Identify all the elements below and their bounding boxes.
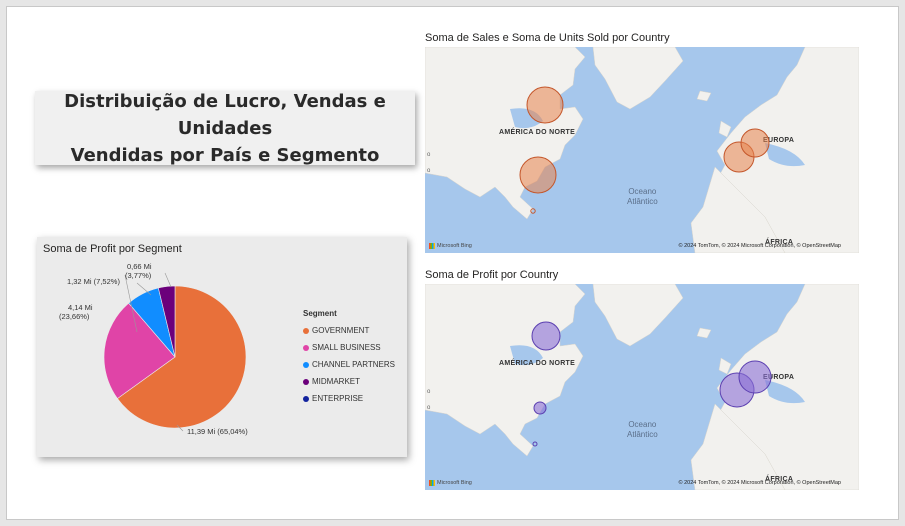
- map2-label-europe: EUROPA: [763, 374, 795, 381]
- pie-label-small-business-value: 4,14 Mi: [68, 303, 93, 312]
- map1-copyright[interactable]: © 2024 TomTom, © 2024 Microsoft Corporat…: [678, 243, 841, 249]
- bing-logo-icon: [429, 243, 435, 249]
- map1-title: Soma de Sales e Soma de Units Sold por C…: [425, 32, 670, 44]
- map2-bing-attribution: Microsoft Bing: [429, 480, 472, 486]
- report-title-line2: Vendidas por País e Segmento: [70, 144, 380, 166]
- report-title-line1: Distribuição de Lucro, Vendas e Unidades: [64, 90, 386, 139]
- legend-item-midmarket[interactable]: MIDMARKET: [303, 373, 395, 390]
- profit-map[interactable]: AMÉRICA DO NORTE EUROPA ÁFRICA Oceano At…: [425, 284, 859, 490]
- map1-bing-attribution: Microsoft Bing: [429, 243, 472, 249]
- map2-ocean-line2: Atlântico: [627, 430, 658, 439]
- pie-chart-card[interactable]: Soma de Profit por Segment 4,14 Mi (23,6…: [37, 237, 407, 457]
- map2-copyright[interactable]: © 2024 TomTom, © 2024 Microsoft Corporat…: [678, 480, 841, 486]
- pie-legend-title: Segment: [303, 309, 337, 318]
- report-title: Distribuição de Lucro, Vendas e Unidades…: [35, 88, 415, 169]
- map2-landmass: [425, 284, 859, 490]
- pie-label-midmarket-value: 0,66 Mi: [127, 262, 152, 271]
- map2-label-north-america: AMÉRICA DO NORTE: [499, 360, 576, 367]
- map1-label-africa: ÁFRICA: [765, 239, 794, 246]
- map2-title: Soma de Profit por Country: [425, 269, 559, 281]
- pie-slice-midmarket[interactable]: [157, 285, 176, 358]
- sales-units-map[interactable]: AMÉRICA DO NORTE EUROPA ÁFRICA Oceano At…: [425, 47, 859, 253]
- pie-label-midmarket: 0,66 Mi (3,77%): [125, 262, 152, 280]
- map1-label-ocean: Oceano Atlântico: [627, 187, 658, 207]
- legend-label: SMALL BUSINESS: [312, 343, 381, 352]
- legend-swatch: [303, 327, 309, 334]
- legend-item-government[interactable]: GOVERNMENT: [303, 322, 395, 339]
- leader-line-channel-partners: [136, 282, 152, 296]
- pie-slice-small-business[interactable]: [103, 302, 176, 399]
- legend-swatch: [303, 395, 309, 402]
- map1-ocean-line1: Oceano: [628, 187, 657, 196]
- map1-ocean-line2: Atlântico: [627, 197, 658, 206]
- bing-logo-icon: [429, 480, 435, 486]
- map1-label-north-america: AMÉRICA DO NORTE: [499, 129, 576, 136]
- map2-label-africa: ÁFRICA: [765, 476, 794, 483]
- pie-chart[interactable]: [37, 237, 407, 457]
- map1-bing-text: Microsoft Bing: [437, 243, 472, 249]
- pie-legend: Segment GOVERNMENT SMALL BUSINESS CHANNEL …: [303, 309, 395, 407]
- map1-landmass: [425, 47, 859, 253]
- pie-label-small-business-pct: (23,66%): [59, 312, 90, 321]
- pie-chart-title: Soma de Profit por Segment: [43, 243, 182, 255]
- legend-label: GOVERNMENT: [312, 326, 370, 335]
- legend-swatch: [303, 344, 309, 351]
- legend-label: ENTERPRISE: [312, 394, 364, 403]
- legend-swatch: [303, 361, 309, 368]
- legend-item-enterprise[interactable]: ENTERPRISE: [303, 390, 395, 407]
- legend-item-small-business[interactable]: SMALL BUSINESS: [303, 339, 395, 356]
- report-title-card: Distribuição de Lucro, Vendas e Unidades…: [35, 91, 415, 166]
- pie-label-channel-partners: 1,32 Mi (7,52%): [67, 277, 120, 286]
- legend-label: MIDMARKET: [312, 377, 360, 386]
- map2-label-ocean: Oceano Atlântico: [627, 420, 658, 440]
- leader-line-midmarket: [164, 272, 172, 288]
- leader-line-small-business: [124, 274, 138, 333]
- leader-line-government: [176, 424, 184, 432]
- map1-label-europe: EUROPA: [763, 137, 795, 144]
- map2-bing-text: Microsoft Bing: [437, 480, 472, 486]
- pie-label-small-business: 4,14 Mi (23,66%): [59, 303, 93, 321]
- report-canvas: Distribuição de Lucro, Vendas e Unidades…: [6, 6, 899, 520]
- map2-ocean-line1: Oceano: [628, 420, 657, 429]
- legend-label: CHANNEL PARTNERS: [312, 360, 395, 369]
- legend-item-channel-partners[interactable]: CHANNEL PARTNERS: [303, 356, 395, 373]
- pie-label-midmarket-pct: (3,77%): [125, 271, 152, 280]
- pie-label-government: 11,39 Mi (65,04%): [187, 427, 248, 436]
- pie-slice-government[interactable]: [117, 285, 247, 429]
- legend-swatch: [303, 378, 309, 385]
